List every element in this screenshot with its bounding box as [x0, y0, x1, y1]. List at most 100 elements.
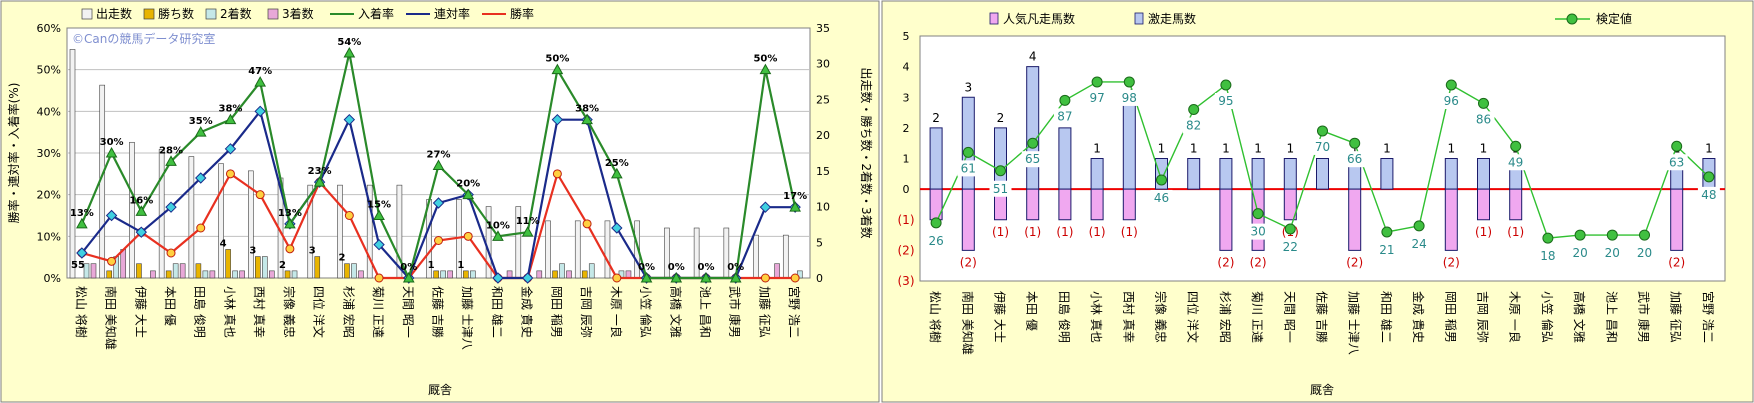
- score-label: 95: [1218, 94, 1233, 108]
- marker-入着率: [254, 76, 267, 87]
- bar-count-label: 1: [1480, 142, 1488, 156]
- bar-激走馬数: [1090, 158, 1104, 190]
- marker-検定値: [1220, 79, 1232, 91]
- bar-count-label: 2: [997, 111, 1005, 125]
- score-label-bg: [1375, 242, 1398, 258]
- bar-3着数: [447, 270, 453, 279]
- bar-3着数: [179, 263, 186, 279]
- left-y-tick: 50%: [37, 64, 61, 77]
- category-label: 田島 俊明: [1057, 291, 1072, 343]
- score-label-bg: [1150, 189, 1173, 206]
- right-legend: 人気凡走馬数 激走馬数 検定値: [989, 11, 1632, 26]
- right-y-tick: 35: [816, 22, 830, 35]
- marker-入着率: [521, 226, 534, 237]
- category-label: 木原 一良: [609, 286, 624, 338]
- bar-2着数: [351, 263, 357, 279]
- bar-2着数: [588, 263, 595, 279]
- score-label-bg: [1053, 108, 1076, 125]
- bar-人気凡走馬数: [1026, 188, 1040, 221]
- legend-label-2着数: 2着数: [220, 6, 252, 21]
- score-label: 21: [1379, 243, 1394, 257]
- marker-勝率: [344, 211, 354, 220]
- legend-swatch-出走数: [81, 8, 93, 20]
- bar-count-label: 1: [1093, 142, 1101, 156]
- bar-出走数: [782, 234, 789, 279]
- bar-2着数: [291, 270, 298, 279]
- right-chart-y-tick: 3: [903, 91, 910, 104]
- bar-count-label: 1: [1383, 142, 1391, 156]
- bar-2着数: [202, 270, 209, 279]
- data-label-入着率: 13%: [70, 208, 94, 219]
- bar-出走数: [188, 156, 195, 279]
- legend-label-検定値: 検定値: [1596, 11, 1632, 26]
- marker-検定値: [1445, 79, 1457, 91]
- score-label-bg: [1021, 151, 1044, 168]
- category-label: 天間 昭一: [1282, 291, 1296, 343]
- legend-label-激走馬数: 激走馬数: [1148, 11, 1196, 26]
- right-chart-y-tick: 1: [903, 153, 910, 166]
- bar-激走馬数: [1283, 158, 1297, 190]
- data-label-入着率: 10%: [486, 220, 510, 231]
- data-label-入着率: 50%: [753, 54, 777, 65]
- legend-label-人気凡走馬数: 人気凡走馬数: [1003, 11, 1075, 26]
- category-label: 木原 一良: [1508, 291, 1523, 343]
- left-y-tick: 60%: [37, 22, 61, 35]
- left-category-labels: 松山 将樹 南田 美知雄 伊藤 大士 本田 優 田島 俊明 小林 真也 西村 真幸 宗像 義忠…: [74, 286, 802, 350]
- right-x-axis-label: 厩舎: [1310, 383, 1334, 397]
- count-label: 1: [428, 260, 435, 271]
- right-chart-y-tick: (3): [898, 274, 915, 288]
- left-y-axis-label: 勝率・連対率・入着率(%): [6, 83, 21, 224]
- category-label: 岡田 稲男: [1443, 291, 1457, 343]
- score-label: 20: [1605, 246, 1620, 260]
- data-label-入着率: 35%: [189, 116, 213, 127]
- data-label-入着率: 0%: [727, 262, 744, 273]
- bar-勝ち数: [433, 270, 439, 279]
- score-label: 46: [1154, 191, 1169, 205]
- marker-入着率: [492, 230, 504, 241]
- legend-label-出走数: 出走数: [96, 6, 132, 21]
- category-label: 加藤 征弘: [757, 286, 771, 338]
- score-label-bg: [1247, 223, 1270, 240]
- marker-検定値: [1606, 229, 1618, 241]
- marker-連対率: [492, 272, 504, 284]
- bar-激走馬数: [929, 127, 943, 190]
- marker-検定値: [1349, 137, 1361, 149]
- bar-3着数: [120, 249, 127, 279]
- marker-検定値: [1703, 171, 1715, 183]
- score-label-bg: [1408, 235, 1431, 252]
- bar-人気凡走馬数: [1058, 188, 1072, 221]
- bar-激走馬数: [1477, 158, 1490, 190]
- category-label: 松山 将樹: [74, 286, 88, 338]
- right-chart-y-tick: 4: [903, 61, 910, 74]
- legend-swatch-marker-検定値: [1566, 13, 1578, 25]
- marker-勝率: [374, 273, 384, 283]
- category-label: 小林 真也: [222, 286, 236, 338]
- marker-入着率: [373, 209, 385, 220]
- left-y-tick: 10%: [37, 230, 61, 243]
- marker-勝率: [107, 256, 117, 266]
- bar-出走数: [545, 220, 551, 279]
- marker-検定値: [1123, 76, 1135, 88]
- marker-勝率: [434, 236, 443, 245]
- marker-入着率: [729, 271, 742, 283]
- bar-出走数: [574, 220, 581, 279]
- data-label-入着率: 0%: [638, 262, 655, 273]
- marker-入着率: [194, 126, 207, 137]
- marker-連対率: [759, 201, 772, 213]
- score-label-bg: [1536, 248, 1559, 265]
- bar-count-label: 1: [1705, 142, 1713, 156]
- marker-入着率: [105, 146, 118, 158]
- left-y-tick: 40%: [37, 105, 61, 118]
- score-label: 20: [1637, 246, 1652, 260]
- right-chart-y-tick: (2): [898, 243, 915, 257]
- marker-入着率: [224, 113, 237, 125]
- count-label: 55: [71, 260, 85, 271]
- score-label-bg: [1214, 93, 1237, 109]
- score-label: 24: [1411, 237, 1426, 251]
- bar-勝ち数: [344, 263, 350, 279]
- bar-negative-label: (1): [1121, 225, 1138, 239]
- bar-激走馬数: [994, 127, 1007, 190]
- category-label: 杉浦 宏昭: [341, 286, 356, 338]
- bar-激走馬数: [1058, 127, 1072, 190]
- legend-swatch-3着数: [267, 8, 279, 20]
